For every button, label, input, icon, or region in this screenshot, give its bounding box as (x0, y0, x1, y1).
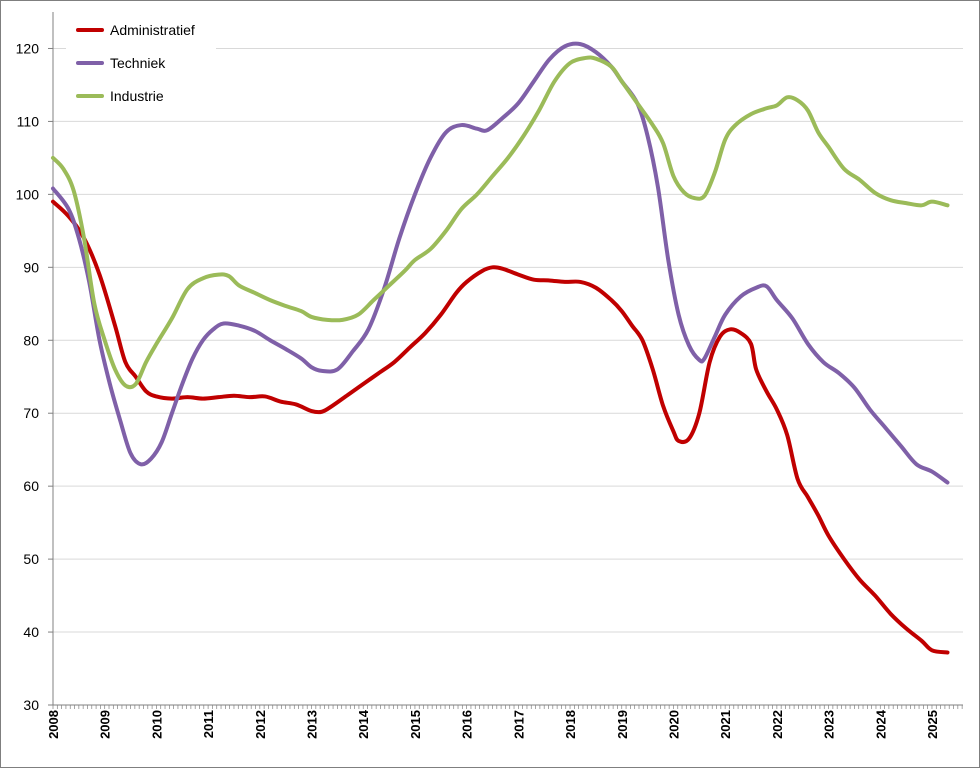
y-tick-label: 70 (23, 405, 39, 421)
x-tick-label: 2016 (460, 710, 475, 739)
x-tick-label: 2023 (822, 710, 837, 739)
legend-label-industrie: Industrie (110, 88, 164, 104)
y-tick-label: 110 (17, 113, 40, 129)
x-tick-label: 2017 (511, 710, 526, 739)
x-tick-label: 2020 (666, 710, 681, 739)
x-tick-label: 2010 (149, 710, 164, 739)
axes: 30 40 50 60 70 80 90 100 110 120 2008 2009 2010 2011 2… (16, 12, 963, 739)
series-lines (51, 41, 950, 655)
series-line-administratief (51, 199, 950, 655)
x-tick-label: 2011 (201, 710, 216, 738)
x-tick-label: 2012 (253, 710, 268, 739)
x-tick-label: 2021 (718, 710, 733, 739)
x-tick-label: 2024 (873, 709, 888, 739)
x-tick-label: 2015 (408, 710, 423, 739)
legend: Administratief Techniek Industrie (66, 14, 216, 110)
y-tick-label: 30 (23, 697, 39, 713)
x-tick-label: 2018 (563, 710, 578, 739)
y-tick-label: 120 (16, 40, 40, 56)
x-tick-label: 2025 (925, 710, 940, 739)
x-tick-label: 2019 (615, 710, 630, 739)
x-tick-label: 2008 (46, 710, 61, 739)
x-tick-label: 2009 (98, 710, 113, 739)
y-tick-label: 100 (16, 186, 40, 202)
x-tick-label: 2013 (305, 710, 320, 739)
legend-label-administratief: Administratief (110, 22, 195, 38)
y-tick-label: 80 (23, 332, 39, 348)
x-tick-label: 2014 (356, 709, 371, 739)
legend-label-techniek: Techniek (110, 55, 166, 71)
x-tick-label: 2022 (770, 710, 785, 739)
series-line-industrie (51, 55, 950, 390)
series-line-techniek (51, 41, 950, 485)
y-tick-label: 50 (23, 551, 39, 567)
gridlines (53, 47, 963, 633)
y-tick-label: 90 (23, 259, 39, 275)
y-tick-label: 60 (23, 478, 39, 494)
y-tick-label: 40 (23, 624, 39, 640)
